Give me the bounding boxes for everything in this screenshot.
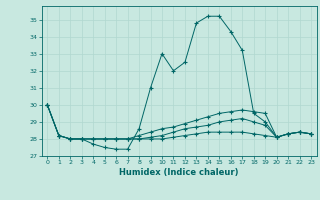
X-axis label: Humidex (Indice chaleur): Humidex (Indice chaleur)	[119, 168, 239, 177]
